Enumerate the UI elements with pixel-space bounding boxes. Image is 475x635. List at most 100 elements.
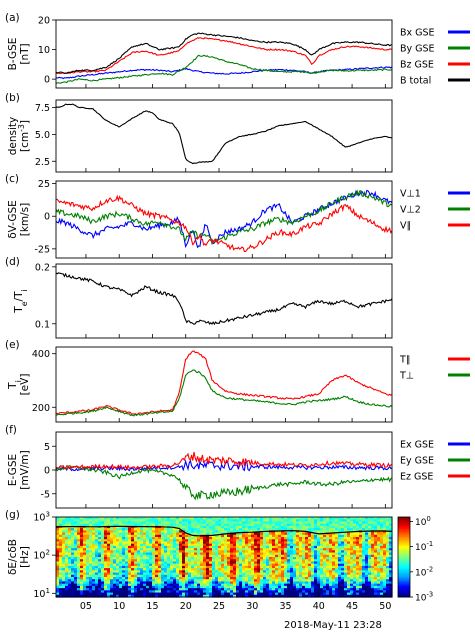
- heatmap-cell: [152, 572, 156, 576]
- heatmap-cell: [95, 550, 99, 554]
- heatmap-cell: [293, 583, 297, 587]
- heatmap-cell: [311, 572, 315, 576]
- heatmap-cell: [104, 554, 108, 558]
- y-tick-label: 5: [44, 442, 50, 453]
- heatmap-cell: [329, 528, 333, 531]
- heatmap-cell: [158, 579, 162, 583]
- heatmap-cell: [383, 592, 387, 596]
- heatmap-cell: [107, 568, 111, 571]
- heatmap-cell: [326, 581, 330, 585]
- heatmap-cell: [377, 521, 381, 525]
- heatmap-cell: [167, 570, 171, 574]
- legend-label: Ez GSE: [400, 472, 433, 483]
- heatmap-cell: [227, 528, 231, 531]
- heatmap-cell: [371, 581, 375, 585]
- heatmap-cell: [140, 561, 144, 565]
- heatmap-cell: [167, 561, 171, 565]
- heatmap-cell: [389, 537, 393, 540]
- heatmap-cell: [71, 537, 75, 540]
- heatmap-cell: [251, 583, 255, 587]
- heatmap-cell: [260, 590, 264, 594]
- heatmap-cell: [260, 548, 264, 551]
- heatmap-cell: [311, 539, 315, 543]
- heatmap-cell: [86, 594, 90, 598]
- heatmap-cell: [83, 554, 87, 558]
- heatmap-cell: [164, 592, 168, 596]
- heatmap-cell: [161, 548, 165, 551]
- heatmap-cell: [314, 517, 318, 520]
- heatmap-cell: [317, 585, 321, 589]
- heatmap-cell: [260, 588, 264, 591]
- heatmap-cell: [68, 525, 72, 529]
- heatmap-cell: [71, 545, 75, 549]
- heatmap-cell: [143, 552, 147, 556]
- heatmap-cell: [149, 554, 153, 558]
- heatmap-cell: [167, 563, 171, 567]
- heatmap-cell: [314, 545, 318, 549]
- heatmap-cell: [89, 568, 93, 571]
- heatmap-cell: [335, 537, 339, 540]
- heatmap-cell: [185, 592, 189, 596]
- heatmap-cell: [335, 590, 339, 594]
- heatmap-cell: [314, 548, 318, 551]
- heatmap-cell: [113, 577, 117, 580]
- heatmap-cell: [308, 539, 312, 543]
- heatmap-cell: [389, 574, 393, 578]
- heatmap-cell: [125, 517, 129, 520]
- heatmap-cell: [260, 570, 264, 574]
- heatmap-cell: [233, 581, 237, 585]
- heatmap-cell: [191, 570, 195, 574]
- heatmap-cell: [77, 592, 81, 596]
- heatmap-cell: [308, 570, 312, 574]
- heatmap-cell: [266, 590, 270, 594]
- heatmap-cell: [233, 519, 237, 523]
- heatmap-cell: [323, 590, 327, 594]
- heatmap-cell: [125, 541, 129, 545]
- heatmap-cell: [89, 581, 93, 585]
- heatmap-cell: [110, 583, 114, 587]
- heatmap-cell: [206, 523, 210, 527]
- heatmap-cell: [176, 519, 180, 523]
- heatmap-cell: [155, 594, 159, 598]
- heatmap-cell: [284, 519, 288, 523]
- heatmap-cell: [269, 539, 273, 543]
- heatmap-cell: [131, 590, 135, 594]
- heatmap-cell: [173, 548, 177, 551]
- heatmap-cell: [134, 577, 138, 580]
- heatmap-cell: [353, 563, 357, 567]
- heatmap-cell: [80, 592, 84, 596]
- heatmap-cell: [380, 543, 384, 547]
- colorbar-segment: [398, 523, 410, 526]
- heatmap-cell: [95, 563, 99, 567]
- heatmap-cell: [239, 557, 243, 560]
- heatmap-cell: [95, 541, 99, 545]
- heatmap-cell: [341, 539, 345, 543]
- colorbar-segment: [398, 573, 410, 575]
- heatmap-cell: [224, 517, 228, 520]
- heatmap-cell: [68, 594, 72, 598]
- heatmap-cell: [260, 583, 264, 587]
- heatmap-cell: [365, 550, 369, 554]
- heatmap-cell: [170, 528, 174, 531]
- heatmap-cell: [317, 539, 321, 543]
- heatmap-cell: [131, 532, 135, 536]
- heatmap-cell: [287, 519, 291, 523]
- heatmap-cell: [101, 572, 105, 576]
- series-line: [56, 465, 392, 501]
- heatmap-cell: [239, 572, 243, 576]
- heatmap-cell: [317, 579, 321, 583]
- heatmap-cell: [74, 588, 78, 591]
- heatmap-cell: [80, 523, 84, 527]
- heatmap-cell: [131, 545, 135, 549]
- heatmap-cell: [239, 534, 243, 538]
- heatmap-cell: [350, 537, 354, 540]
- heatmap-cell: [125, 539, 129, 543]
- heatmap-cell: [350, 543, 354, 547]
- heatmap-cell: [302, 543, 306, 547]
- heatmap-cell: [101, 581, 105, 585]
- heatmap-cell: [359, 583, 363, 587]
- heatmap-cell: [182, 572, 186, 576]
- heatmap-cell: [233, 588, 237, 591]
- heatmap-cell: [299, 568, 303, 571]
- heatmap-cell: [152, 537, 156, 540]
